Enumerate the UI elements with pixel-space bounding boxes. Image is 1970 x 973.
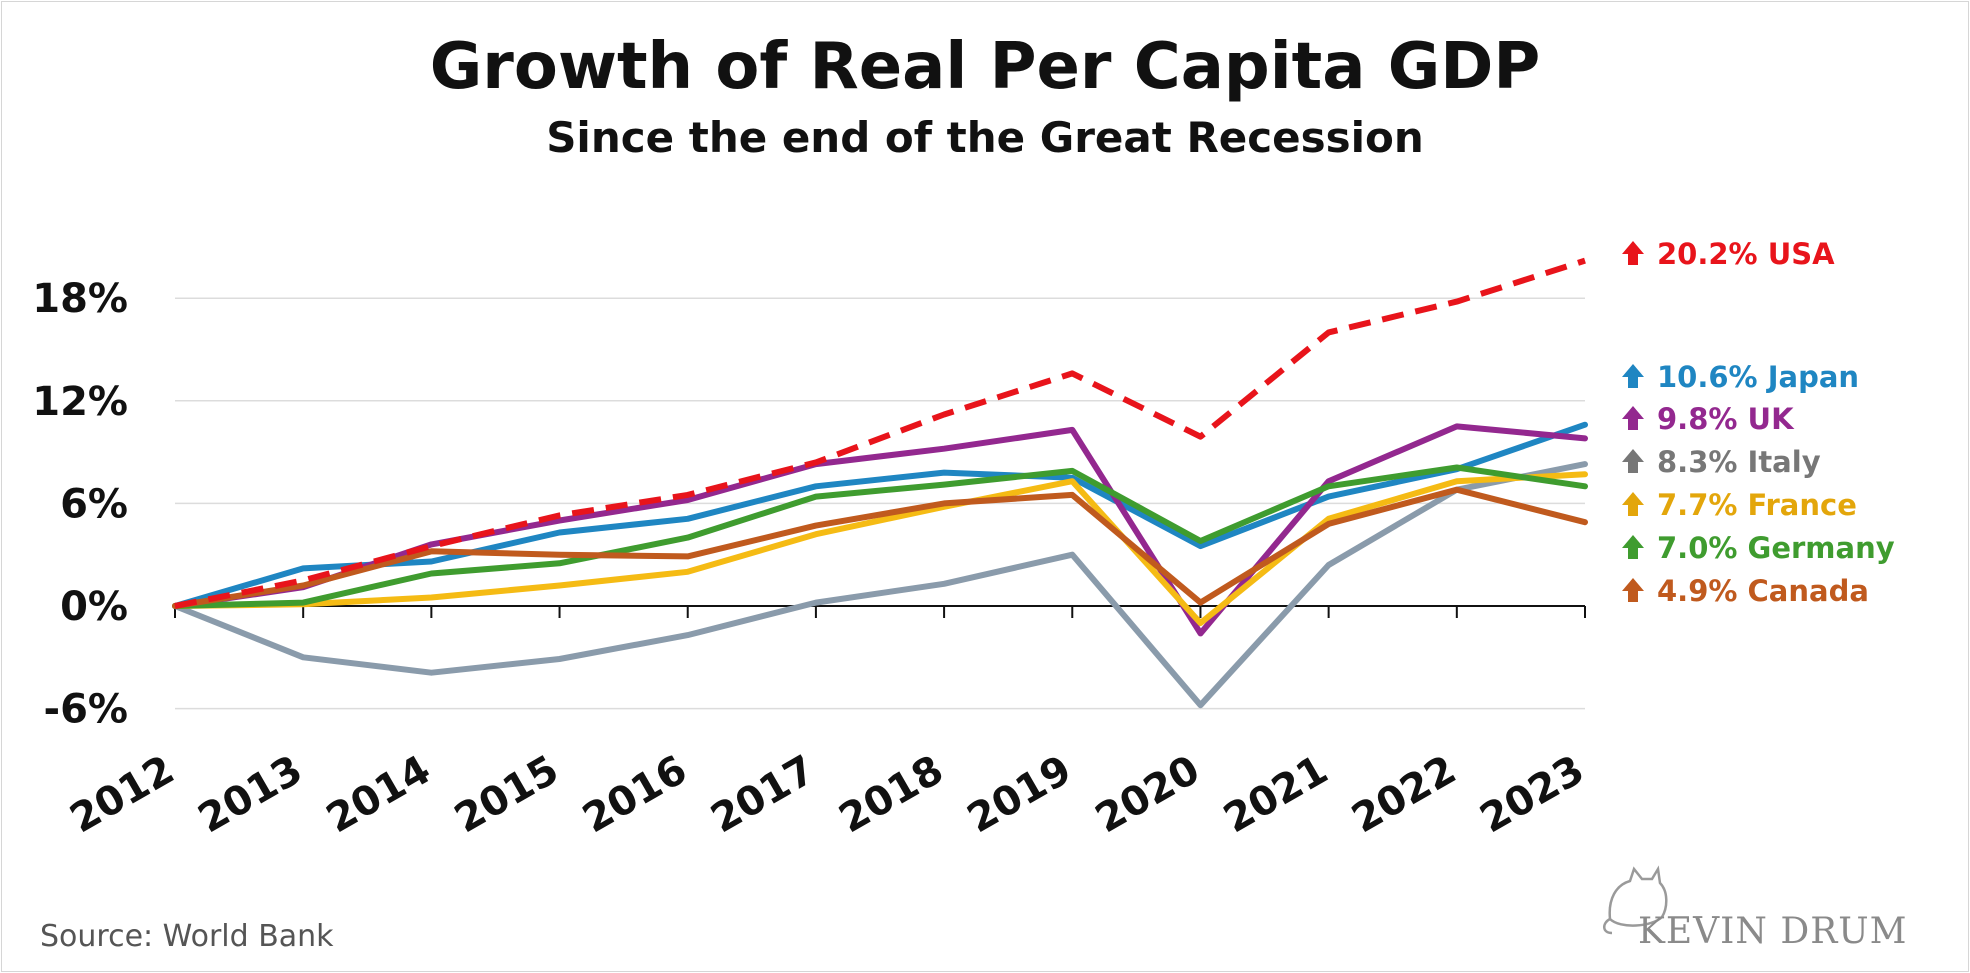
series-line-france [172, 471, 1588, 627]
x-tick-label: 2017 [703, 747, 822, 843]
x-tick-label: 2021 [1216, 747, 1335, 843]
end-label-text: 7.0% Germany [1657, 531, 1895, 565]
end-label-france: 7.7% France [1622, 488, 1857, 522]
series-line-japan [172, 421, 1588, 609]
series-end-labels: 20.2% USA 10.6% Japan 9.8% UK 8.3% Italy 7.7… [1622, 237, 1895, 608]
x-tick-label: 2019 [960, 747, 1079, 843]
y-axis-ticks: 18% 12% 6% 0% -6% [32, 276, 128, 732]
series-line-italy [172, 461, 1588, 709]
up-arrow-icon [1622, 535, 1644, 559]
end-label-text: 20.2% USA [1657, 237, 1835, 271]
end-label-usa: 20.2% USA [1622, 237, 1835, 271]
end-label-text: 4.9% Canada [1657, 574, 1869, 608]
y-tick-label: -6% [43, 687, 128, 733]
end-label-germany: 7.0% Germany [1622, 531, 1895, 565]
up-arrow-icon [1622, 241, 1644, 265]
cat-icon [1603, 865, 1668, 935]
up-arrow-icon [1622, 578, 1644, 602]
up-arrow-icon [1622, 492, 1644, 516]
x-tick-label: 2020 [1088, 747, 1207, 843]
x-tick-label: 2023 [1473, 747, 1592, 843]
y-tick-label: 18% [32, 276, 128, 322]
kevin-drum-logo: KEVIN DRUM [1603, 865, 1908, 952]
series-line-usa [174, 257, 1586, 609]
x-tick-label: 2014 [319, 747, 438, 843]
series-lines [172, 257, 1588, 709]
brand-name: KEVIN DRUM [1638, 911, 1908, 952]
x-tick-label: 2015 [447, 747, 566, 843]
series-line-germany [172, 464, 1588, 609]
x-tick-label: 2012 [63, 747, 182, 843]
end-label-text: 10.6% Japan [1657, 360, 1859, 394]
up-arrow-icon [1622, 449, 1644, 473]
chart-subtitle: Since the end of the Great Recession [546, 113, 1424, 162]
grid-lines [175, 297, 1585, 710]
series-line-canada [172, 486, 1588, 609]
chart-title: Growth of Real Per Capita GDP [430, 30, 1541, 104]
x-tick-label: 2013 [191, 747, 310, 843]
y-tick-label: 0% [60, 584, 128, 630]
end-label-text: 7.7% France [1657, 488, 1857, 522]
end-label-japan: 10.6% Japan [1622, 360, 1859, 394]
end-label-canada: 4.9% Canada [1622, 574, 1869, 608]
y-tick-label: 12% [32, 379, 128, 425]
end-label-text: 8.3% Italy [1657, 445, 1821, 479]
end-label-text: 9.8% UK [1657, 402, 1795, 436]
x-axis-ticks: 2012 2013 2014 2015 2016 2017 2018 2019 2020 2021… [63, 606, 1592, 842]
end-label-italy: 8.3% Italy [1622, 445, 1821, 479]
x-tick-label: 2022 [1344, 747, 1463, 843]
source-note: Source: World Bank [40, 919, 334, 954]
up-arrow-icon [1622, 406, 1644, 430]
y-tick-label: 6% [60, 481, 128, 527]
x-tick-label: 2016 [575, 747, 694, 843]
x-tick-label: 2018 [832, 747, 951, 843]
up-arrow-icon [1622, 364, 1644, 388]
end-label-uk: 9.8% UK [1622, 402, 1795, 436]
